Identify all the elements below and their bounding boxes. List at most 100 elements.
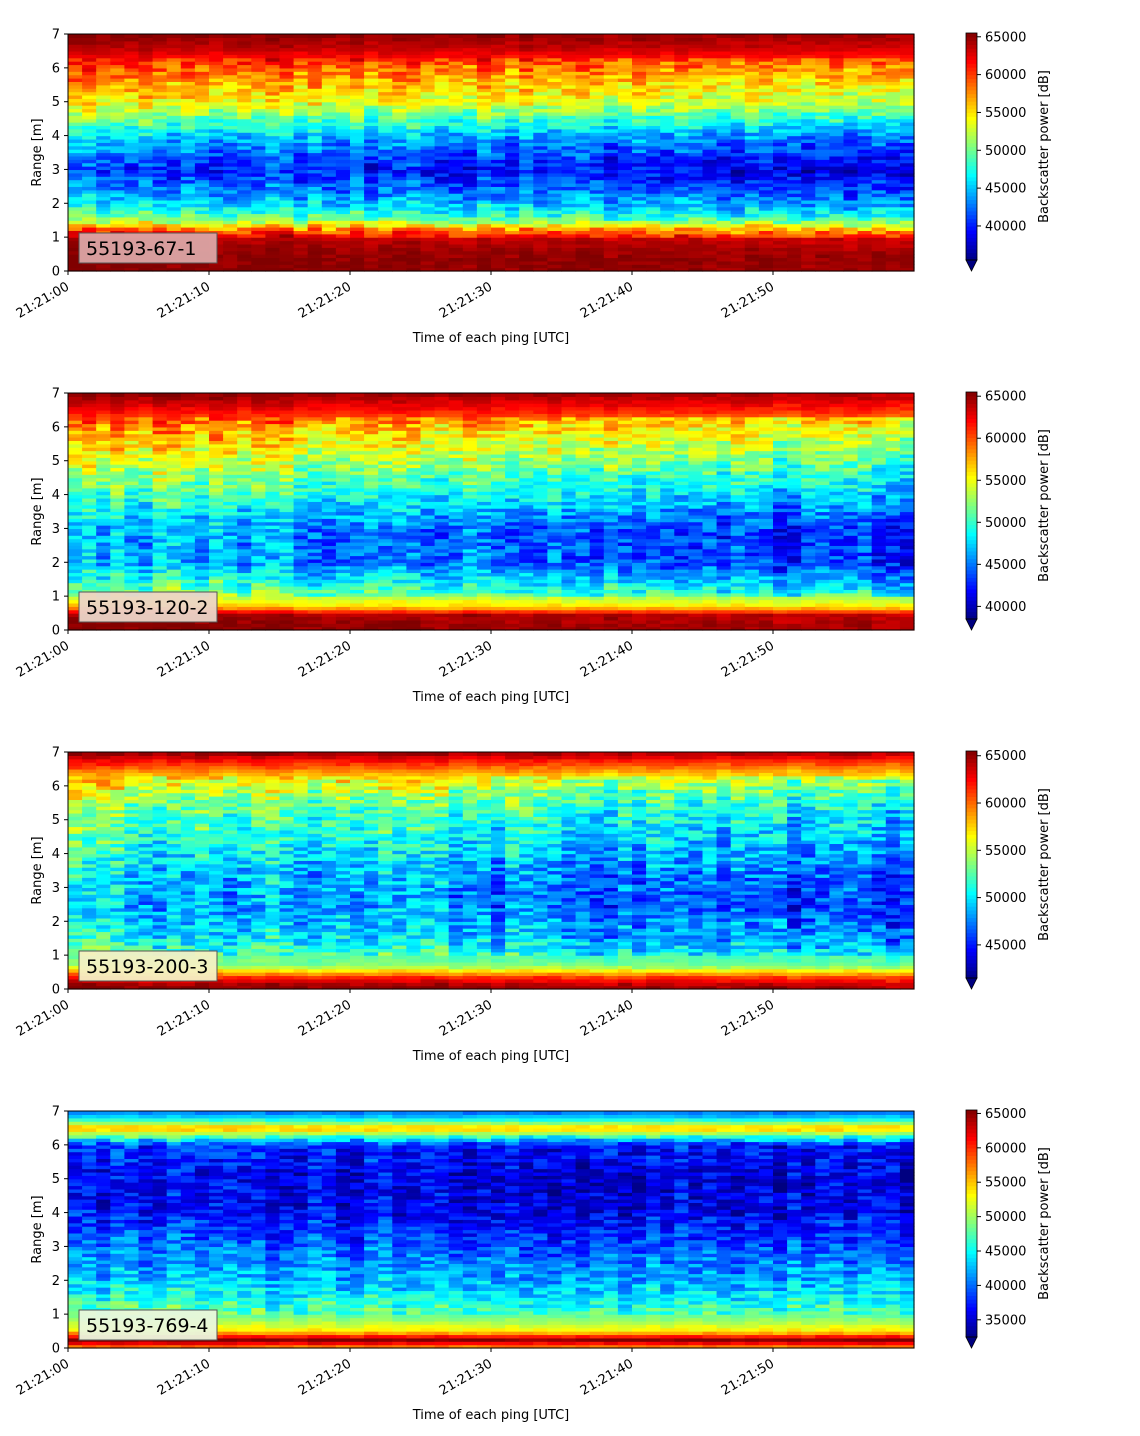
heatmap-cell [194, 135, 210, 140]
heatmap-cell [716, 138, 732, 143]
heatmap-cell [209, 108, 224, 113]
heatmap-cell [68, 257, 83, 262]
heatmap-cell [448, 81, 464, 86]
heatmap-cell [434, 267, 450, 272]
heatmap-cell [406, 169, 422, 174]
heatmap-cell [209, 118, 224, 123]
heatmap-cell [476, 132, 492, 137]
heatmap-cell [124, 226, 140, 231]
heatmap-cell [420, 44, 436, 49]
heatmap-cell [462, 264, 478, 269]
heatmap-cell [180, 40, 196, 45]
heatmap-cell [617, 94, 633, 99]
heatmap-cell [519, 105, 534, 110]
heatmap-cell [519, 223, 534, 228]
heatmap-cell [166, 220, 182, 225]
heatmap-cell [603, 44, 619, 49]
heatmap-cell [194, 138, 210, 143]
heatmap-cell [561, 142, 577, 147]
heatmap-cell [223, 125, 238, 130]
heatmap-cell [265, 84, 281, 89]
heatmap-cell [209, 94, 224, 99]
heatmap-cell [335, 34, 351, 38]
heatmap-cell [321, 71, 337, 76]
heatmap-cell [378, 169, 393, 174]
heatmap-cell [96, 111, 111, 116]
heatmap-cell [589, 254, 605, 259]
heatmap-cell [223, 88, 238, 93]
heatmap-cell [730, 118, 746, 123]
heatmap-cell [364, 172, 379, 177]
heatmap-cell [96, 128, 111, 133]
heatmap-cell [462, 155, 478, 160]
heatmap-cell [96, 118, 111, 123]
heatmap-cell [152, 50, 168, 55]
heatmap-cell [223, 105, 238, 110]
heatmap-cell [448, 138, 464, 143]
heatmap-cell [448, 145, 464, 150]
heatmap-cell [462, 240, 478, 245]
heatmap-cell [378, 61, 393, 66]
heatmap-cell [519, 166, 534, 171]
heatmap-cell [547, 176, 563, 181]
heatmap-cell [716, 152, 732, 157]
heatmap-cell [702, 237, 718, 242]
heatmap-cell [406, 155, 422, 160]
heatmap-cell [251, 128, 266, 133]
heatmap-cell [688, 159, 704, 164]
heatmap-cell [180, 223, 196, 228]
heatmap-cell [223, 101, 238, 106]
heatmap-cell [462, 159, 478, 164]
heatmap-cell [716, 71, 732, 76]
heatmap-cell [646, 78, 661, 82]
heatmap-cell [716, 50, 732, 55]
heatmap-cell [138, 159, 154, 164]
heatmap-cell [124, 122, 140, 127]
heatmap-cell [223, 159, 238, 164]
heatmap-cell [519, 267, 534, 272]
heatmap-cell [307, 98, 323, 103]
heatmap-cell [561, 149, 577, 154]
heatmap-cell [209, 138, 224, 143]
heatmap-cell [180, 108, 196, 113]
heatmap-cell [406, 220, 422, 225]
heatmap-cell [857, 34, 873, 38]
heatmap-cell [533, 260, 548, 265]
heatmap-cell [434, 199, 450, 204]
heatmap-cell [180, 71, 196, 76]
heatmap-cell [152, 115, 168, 120]
heatmap-cell [279, 220, 295, 225]
heatmap-cell [124, 64, 140, 69]
heatmap-cell [561, 128, 577, 133]
heatmap-cell [209, 213, 224, 218]
heatmap-cell [660, 213, 675, 218]
heatmap-cell [180, 176, 196, 181]
heatmap-cell [589, 142, 605, 147]
heatmap-cell [617, 57, 633, 62]
heatmap-cell [82, 138, 97, 143]
heatmap-cell [152, 169, 168, 174]
heatmap-cell [519, 67, 534, 72]
heatmap-cell [674, 78, 689, 82]
heatmap-cell [237, 176, 252, 181]
heatmap-cell [744, 193, 760, 198]
heatmap-cell [491, 237, 506, 242]
heatmap-cell [561, 213, 577, 218]
heatmap-cell [138, 105, 154, 110]
heatmap-cell [68, 34, 83, 38]
heatmap-cell [251, 230, 266, 235]
heatmap-cell [96, 179, 111, 184]
heatmap-cell [871, 34, 887, 38]
heatmap-cell [237, 179, 252, 184]
heatmap-cell [392, 40, 407, 45]
heatmap-cell [561, 155, 577, 160]
heatmap-cell [180, 142, 196, 147]
heatmap-cell [702, 155, 718, 160]
heatmap-cell [660, 74, 675, 79]
heatmap-cell [561, 179, 577, 184]
heatmap-cell [82, 78, 97, 82]
heatmap-cell [110, 149, 125, 154]
heatmap-cell [110, 393, 125, 397]
heatmap-cell [462, 67, 478, 72]
heatmap-cell [491, 74, 506, 79]
